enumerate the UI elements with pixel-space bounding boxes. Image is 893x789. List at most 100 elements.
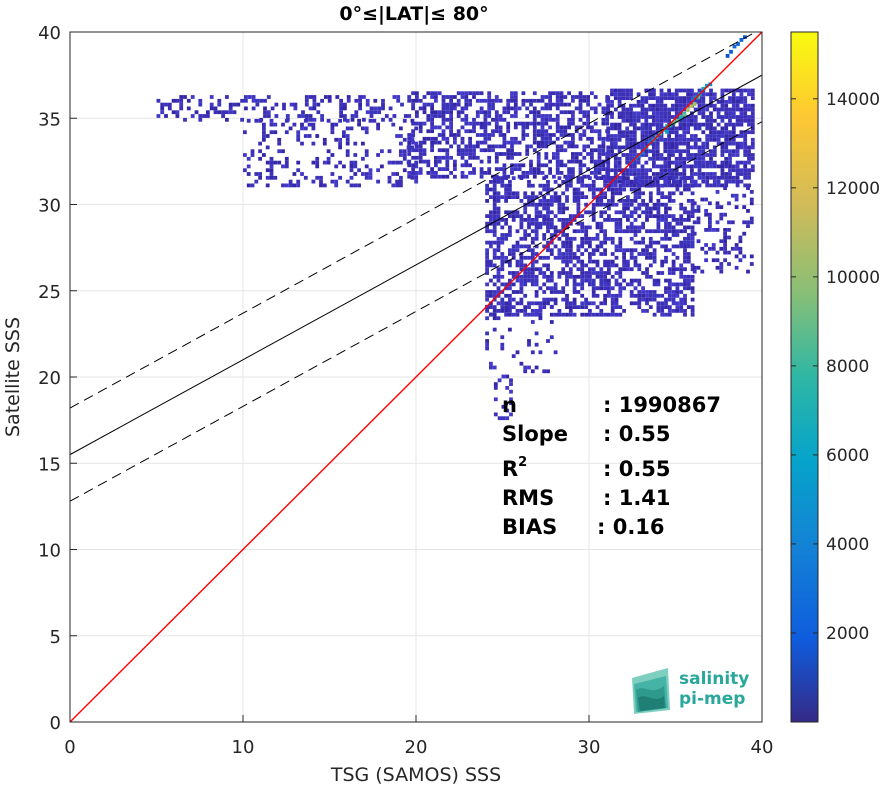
density-cell: [601, 140, 606, 145]
density-cell: [364, 130, 369, 135]
density-cell: [500, 282, 505, 287]
density-cell: [546, 202, 550, 207]
density-cell: [580, 176, 585, 180]
density-cell: [663, 149, 668, 154]
density-cell: [607, 206, 611, 211]
density-cell: [407, 98, 412, 103]
colorbar-tick-label: 6000: [826, 446, 869, 466]
density-cell: [511, 255, 516, 260]
density-cell: [724, 103, 729, 108]
density-cell: [565, 195, 569, 199]
density-cell: [675, 309, 680, 313]
density-cell: [244, 106, 248, 111]
density-cell: [510, 91, 514, 96]
density-cell: [675, 282, 680, 287]
density-cell: [588, 309, 592, 313]
density-cell: [597, 148, 602, 153]
density-cell: [750, 153, 755, 157]
density-cell: [709, 134, 713, 138]
density-cell: [414, 141, 419, 146]
density-cell: [460, 117, 465, 122]
density-cell: [445, 106, 450, 111]
density-cell: [693, 107, 698, 112]
density-cell: [576, 244, 581, 249]
density-cell: [629, 92, 633, 97]
density-cell: [485, 221, 489, 226]
density-cell: [747, 172, 751, 176]
density-cell: [701, 130, 706, 135]
density-cell: [712, 126, 717, 131]
density-cell: [690, 312, 695, 317]
density-cell: [648, 126, 652, 131]
density-cell: [712, 164, 717, 169]
density-cell: [160, 106, 165, 111]
density-cell: [679, 290, 684, 294]
density-cell: [633, 293, 638, 298]
density-cell: [555, 163, 560, 168]
y-tick-label: 10: [38, 541, 61, 562]
density-cell: [527, 271, 531, 275]
density-cell: [701, 103, 706, 108]
density-cell: [557, 248, 562, 253]
density-cell: [345, 134, 350, 138]
density-cell: [515, 350, 520, 355]
density-cell: [555, 125, 560, 130]
density-cell: [508, 271, 512, 275]
density-cell: [453, 159, 457, 164]
density-cell: [679, 301, 684, 306]
density-cell: [747, 122, 751, 127]
density-cell: [504, 176, 508, 180]
density-cell: [525, 144, 530, 149]
density-cell: [652, 176, 657, 180]
density-cell: [648, 305, 653, 309]
density-cell: [449, 98, 453, 103]
density-cell: [489, 263, 493, 268]
density-cell: [671, 293, 676, 298]
density-cell: [614, 248, 619, 253]
density-cell: [472, 117, 476, 122]
density-cell: [209, 106, 214, 111]
density-cell: [701, 96, 706, 100]
density-cell: [720, 183, 725, 188]
density-cell: [610, 126, 614, 131]
density-cell: [536, 140, 541, 145]
density-cell: [690, 175, 694, 180]
density-cell: [515, 312, 520, 317]
density-cell: [441, 98, 446, 103]
density-cell: [641, 236, 645, 241]
density-cell: [339, 102, 343, 107]
density-cell: [709, 172, 713, 176]
density-cell: [277, 149, 282, 154]
density-cell: [730, 193, 735, 198]
density-cell: [175, 110, 180, 115]
density-cell: [532, 167, 537, 171]
density-cell: [530, 221, 535, 226]
density-cell: [460, 106, 465, 111]
density-cell: [743, 168, 748, 173]
density-cell: [567, 102, 571, 107]
density-cell: [586, 98, 590, 103]
density-cell: [686, 236, 691, 241]
density-cell: [217, 98, 222, 103]
density-cell: [563, 129, 568, 134]
density-cell: [542, 297, 547, 302]
density-cell: [449, 95, 453, 99]
density-cell: [555, 114, 560, 118]
density-cell: [705, 175, 710, 180]
density-cell: [743, 130, 748, 135]
density-cell: [629, 290, 634, 294]
density-cell: [308, 106, 313, 111]
density-cell: [591, 183, 596, 188]
density-cell: [667, 179, 671, 184]
density-cell: [679, 274, 684, 279]
density-cell: [565, 218, 569, 222]
density-cell: [614, 225, 619, 230]
density-cell: [502, 110, 507, 115]
colorbar-tick-label: 12000: [826, 179, 880, 199]
density-cell: [690, 210, 695, 215]
density-cell: [232, 102, 237, 107]
density-cell: [690, 164, 694, 169]
density-cell: [640, 145, 645, 150]
density-cell: [712, 153, 717, 157]
density-cell: [500, 309, 505, 313]
